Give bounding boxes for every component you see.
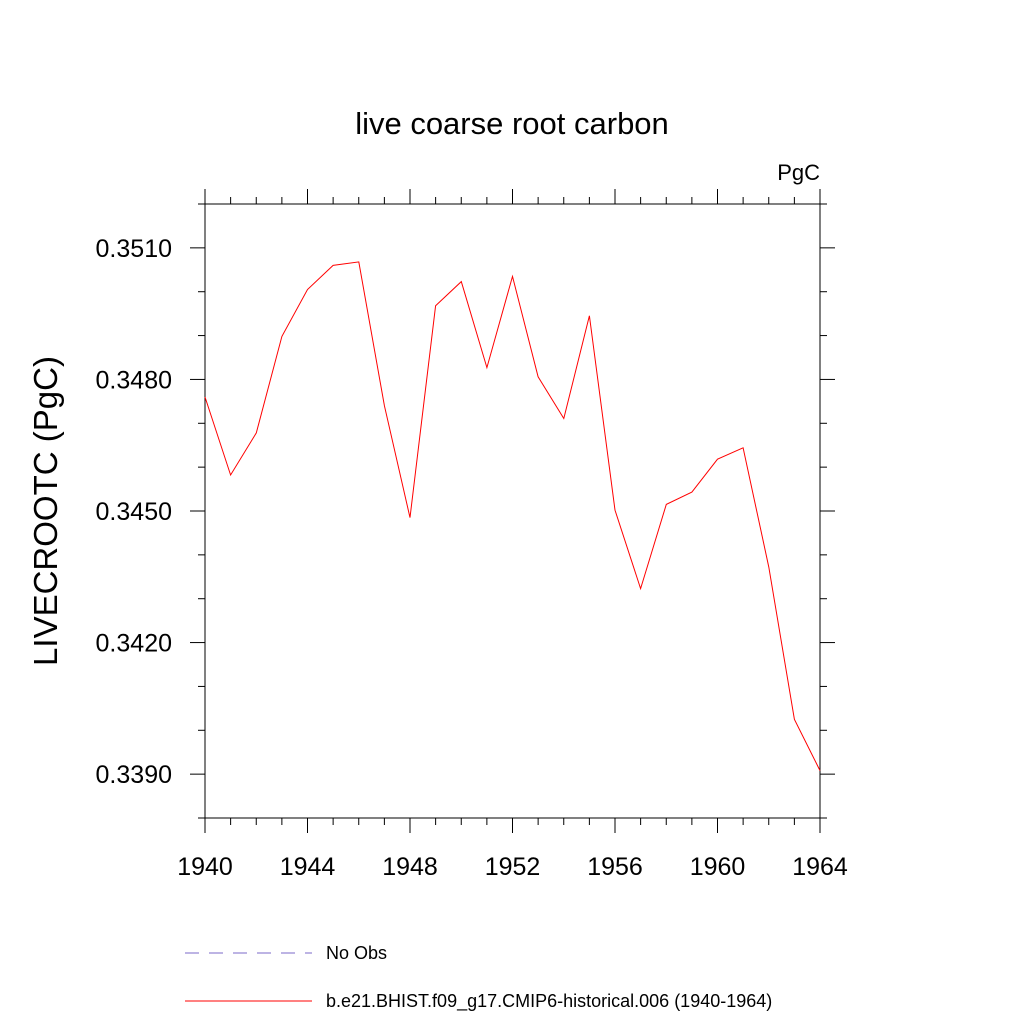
y-tick-label: 0.3390 [96,761,172,789]
x-tick-label: 1944 [280,853,336,881]
x-tick-label: 1940 [177,853,233,881]
series-line [204,261,821,771]
y-axis-label: LIVECROOTC (PgC) [27,356,64,666]
series-layer [204,261,821,771]
x-tick-label: 1952 [485,853,541,881]
x-tick-label: 1956 [587,853,643,881]
legend-label: No Obs [326,943,387,963]
axis-ticks [190,189,835,833]
y-tick-label: 0.3480 [96,366,172,394]
x-tick-label: 1960 [690,853,746,881]
legend-label: b.e21.BHIST.f09_g17.CMIP6-historical.006… [326,991,772,1012]
x-tick-label: 1948 [382,853,438,881]
plot-frame [204,203,821,819]
chart-title: live coarse root carbon [355,106,669,141]
legend: No Obs b.e21.BHIST.f09_g17.CMIP6-historic… [185,943,772,1012]
y-tick-label: 0.3510 [96,235,172,263]
y-tick-label: 0.3450 [96,498,172,526]
y-tick-label: 0.3420 [96,630,172,658]
x-tick-label: 1964 [792,853,848,881]
tick-labels: 1940 1944 1948 1952 1956 1960 1964 0.3390 0.3420… [96,235,848,881]
units-label: PgC [777,160,820,185]
